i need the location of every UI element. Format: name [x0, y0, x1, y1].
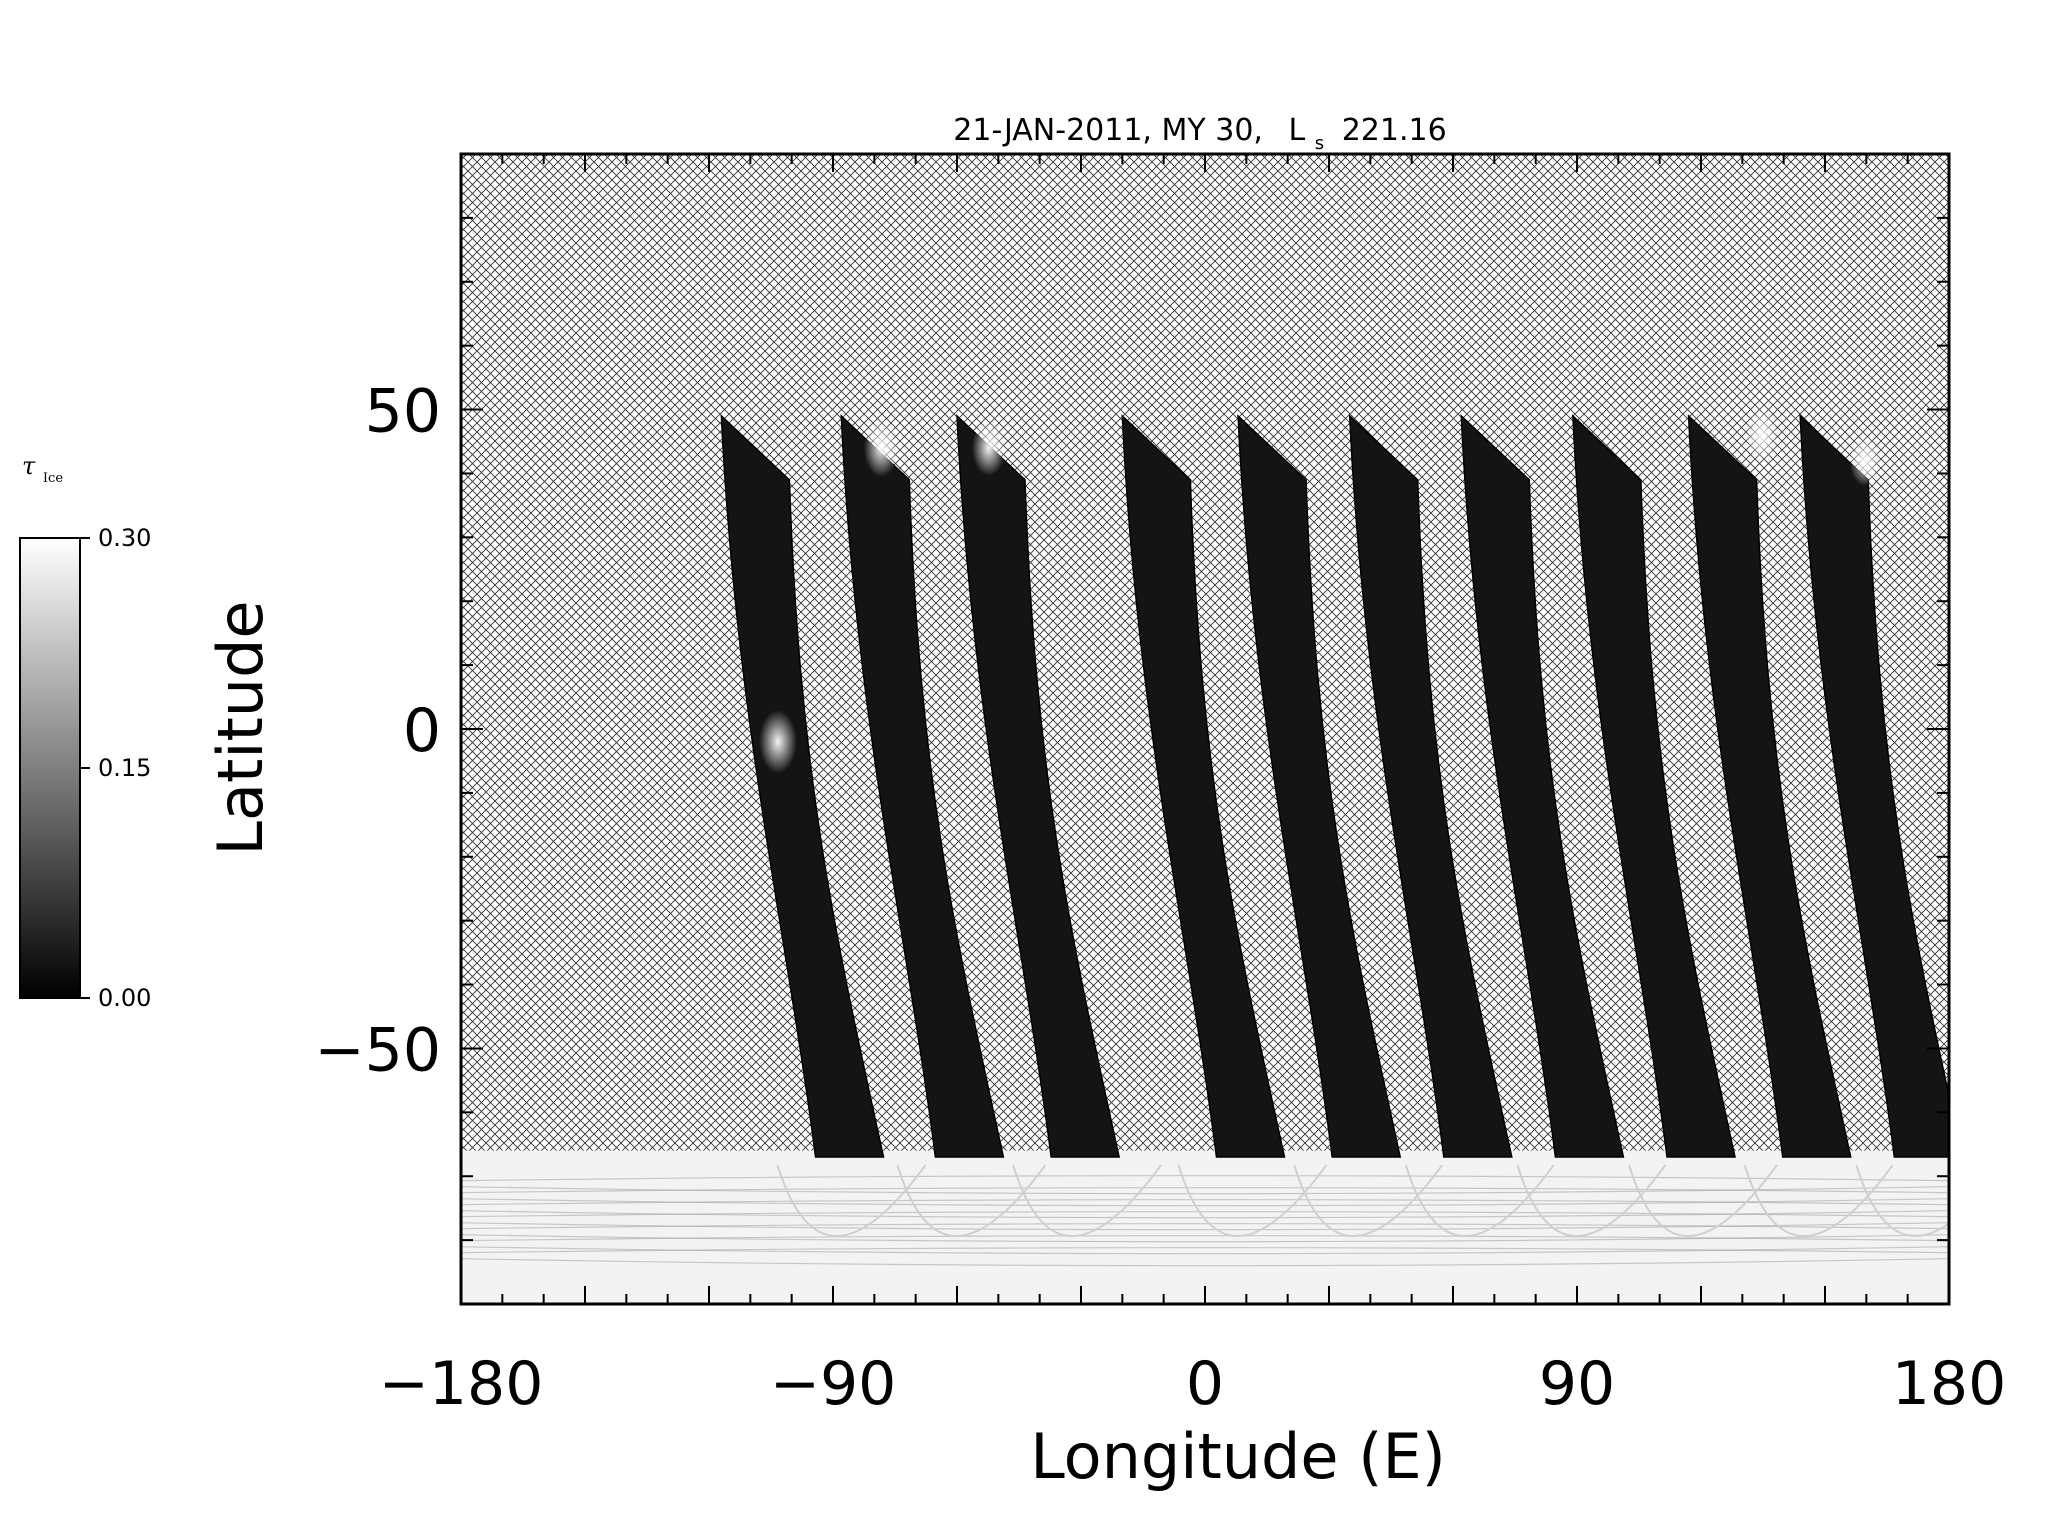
polar-cap-streak	[461, 1223, 1949, 1230]
swath-cap-edge	[1628, 1164, 1778, 1237]
y-axis-title: Latitude	[204, 600, 277, 855]
colorbar-tick-label: 0.00	[98, 984, 151, 1012]
colorbar-gradient	[19, 537, 81, 999]
swath-1	[720, 414, 885, 1158]
polar-cap-streak	[461, 1211, 1949, 1218]
swath-cap-edge	[1404, 1164, 1555, 1237]
bright-feature-2	[863, 418, 899, 478]
swath-5	[1237, 414, 1402, 1158]
x-tick-label: 0	[1186, 1349, 1224, 1419]
polar-cap-streak	[461, 1199, 1949, 1206]
swath-3	[956, 414, 1121, 1158]
axis-ticks	[460, 153, 1950, 1305]
title-ls-value: 221.16	[1342, 113, 1447, 148]
bright-feature-5	[1849, 435, 1881, 487]
polar-cap-streak	[461, 1247, 1949, 1254]
swath-2	[840, 414, 1005, 1158]
colorbar-tick-label: 0.30	[98, 524, 151, 552]
x-tick-label: 180	[1892, 1349, 2007, 1419]
swath-cap-edge	[1516, 1164, 1667, 1237]
title-ls-subscript: s	[1315, 133, 1324, 154]
swath-layer	[720, 414, 1949, 1237]
swath-8	[1572, 414, 1736, 1158]
colorbar-subscript: Ice	[43, 471, 63, 486]
x-tick-label: 90	[1539, 1349, 1615, 1419]
swath-cap-edge	[1293, 1164, 1444, 1237]
title-ls-symbol: L	[1289, 113, 1306, 148]
swath-cap-edge	[896, 1164, 1047, 1237]
polar-cap-streak	[461, 1258, 1949, 1267]
y-tick-label: 50	[365, 377, 441, 447]
polar-cap-streak	[461, 1175, 1949, 1182]
y-tick-label: −50	[314, 1015, 441, 1085]
polar-cap-streak	[461, 1187, 1949, 1194]
y-tick-label: 0	[403, 696, 441, 766]
south-polar-cap	[461, 1150, 1949, 1304]
swath-cap-edge	[776, 1164, 927, 1237]
colorbar-ticks: 0.00 0.15 0.30	[80, 524, 151, 1012]
swath-cap-edge	[1012, 1164, 1162, 1237]
swath-10	[1799, 414, 1949, 1158]
swath-7	[1460, 414, 1625, 1158]
swath-6	[1348, 414, 1513, 1158]
bright-feature-1	[758, 710, 797, 774]
swath-cap-edge	[1855, 1164, 1949, 1237]
colorbar-symbol: τ	[22, 452, 36, 480]
swath-cap-edge	[1743, 1164, 1894, 1237]
polar-cap-streak	[461, 1235, 1949, 1242]
swath-cap-edge	[1177, 1164, 1328, 1237]
x-axis-title: Longitude (E)	[1030, 1420, 1446, 1493]
chart-title: 21-JAN-2011, MY 30, L s 221.16	[953, 113, 1446, 157]
swath-9	[1687, 414, 1852, 1158]
plot-area	[461, 154, 1949, 1304]
colorbar: τ Ice 0.00 0.15 0.30	[19, 452, 151, 1012]
bright-feature-4	[1745, 408, 1778, 462]
x-tick-label: −180	[379, 1349, 544, 1419]
tick-labels: −180 −90 0 90 180 −50 0 50	[314, 377, 2006, 1419]
colorbar-tick-label: 0.15	[98, 754, 151, 782]
swath-4	[1121, 414, 1286, 1158]
x-tick-label: −90	[770, 1349, 897, 1419]
polar-cap-fill	[461, 1150, 1949, 1304]
bright-feature-3	[971, 419, 1006, 476]
colorbar-title: τ Ice	[22, 452, 63, 486]
bright-features	[758, 408, 1881, 774]
title-date: 21-JAN-2011, MY 30,	[953, 113, 1263, 148]
